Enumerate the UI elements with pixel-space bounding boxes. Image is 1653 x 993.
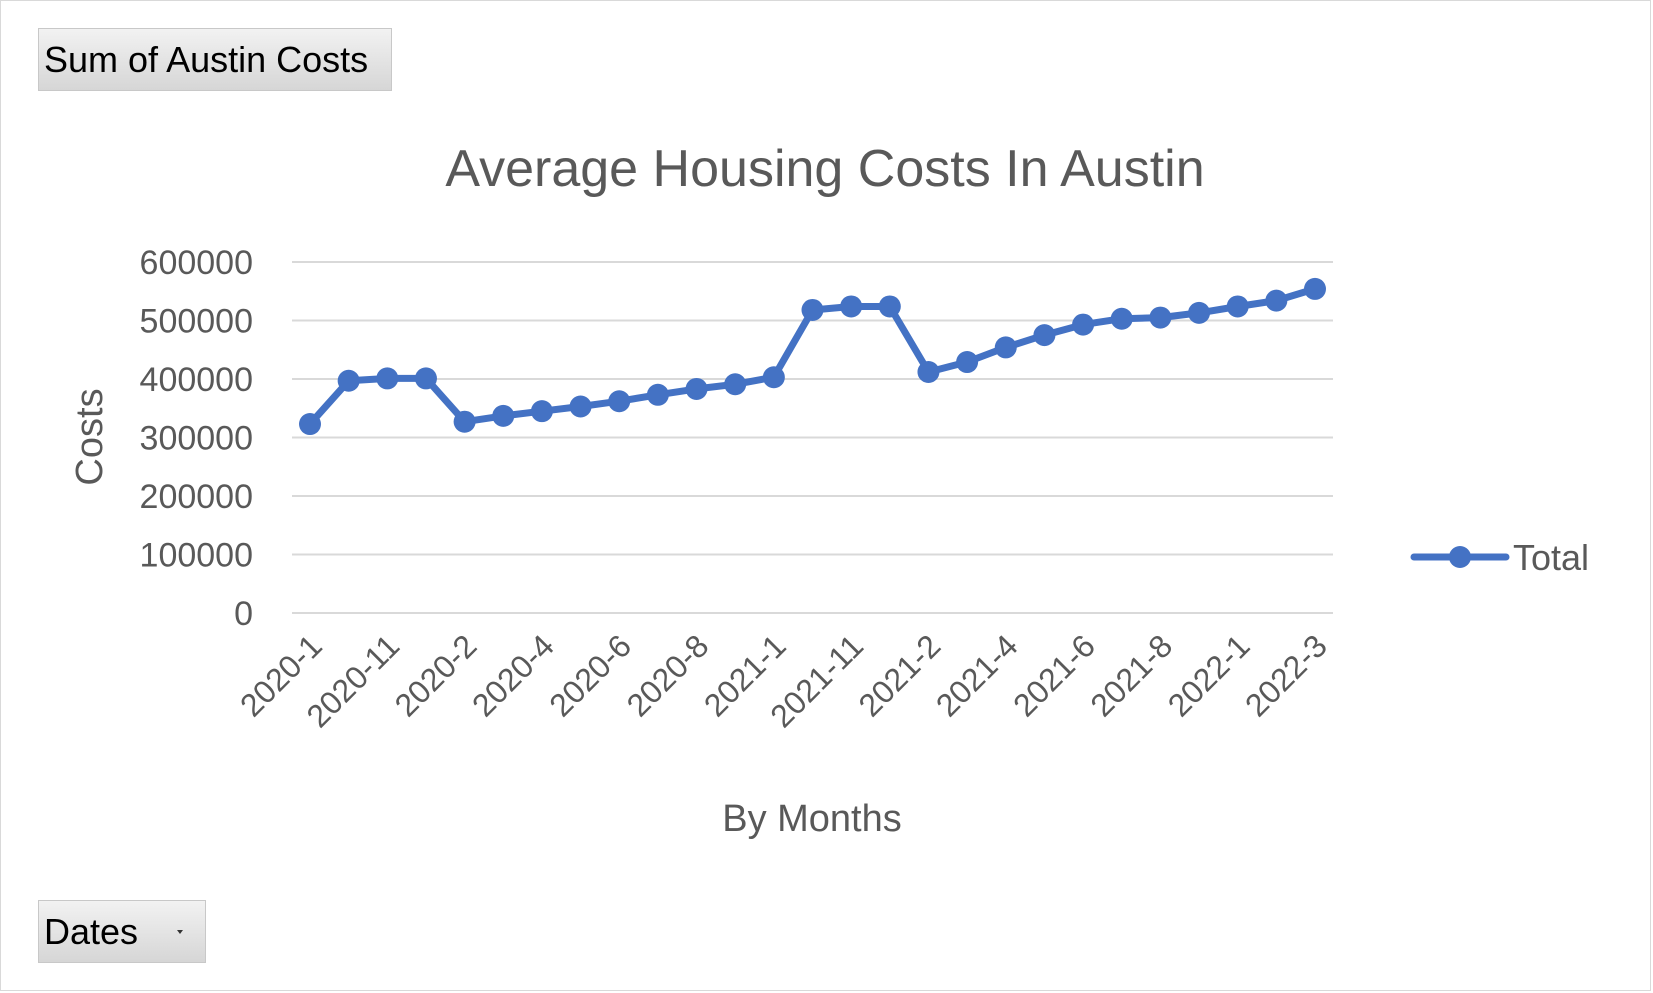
x-tick-label: 2020-2: [388, 627, 484, 723]
y-axis-label: Costs: [69, 388, 111, 485]
data-point: [1188, 301, 1211, 324]
y-tick-label: 600000: [140, 244, 253, 282]
chart-title: Average Housing Costs In Austin: [445, 140, 1204, 198]
data-point: [685, 377, 708, 400]
x-tick-label: 2021-6: [1006, 627, 1102, 723]
data-point: [762, 366, 785, 389]
y-tick-label: 500000: [140, 303, 253, 341]
data-point: [1304, 277, 1326, 300]
x-tick-label: 2021-2: [851, 627, 947, 723]
y-tick-label: 300000: [140, 420, 253, 458]
data-point: [569, 395, 592, 418]
x-axis-tick-labels: 2020-12020-112020-22020-42020-62020-8202…: [233, 627, 1334, 734]
data-point: [530, 400, 553, 423]
data-point: [492, 404, 515, 427]
y-tick-label: 200000: [140, 478, 253, 516]
data-point: [646, 383, 669, 406]
y-tick-label: 400000: [140, 361, 253, 399]
data-point: [801, 298, 824, 321]
data-point: [994, 336, 1017, 359]
data-point: [376, 367, 399, 390]
y-tick-label: 0: [234, 595, 253, 633]
data-point: [956, 351, 979, 374]
legend: Total: [1410, 537, 1589, 578]
data-point: [608, 390, 631, 413]
sum-of-austin-costs-field-button[interactable]: Sum of Austin Costs: [38, 28, 392, 91]
series-total: [299, 277, 1326, 436]
x-tick-label: 2020-4: [465, 627, 561, 723]
data-point: [1033, 324, 1056, 347]
x-tick-label: 2022-3: [1238, 627, 1334, 723]
data-point: [724, 373, 747, 396]
dropdown-arrow-icon[interactable]: [177, 930, 183, 934]
y-tick-label: 100000: [140, 537, 253, 575]
x-tick-label: 2022-1: [1161, 627, 1257, 723]
x-tick-label: 2020-8: [620, 627, 716, 723]
data-point: [1110, 307, 1133, 330]
legend-label: Total: [1513, 537, 1589, 578]
x-tick-label: 2021-8: [1083, 627, 1179, 723]
y-axis-tick-labels: 0 100000 200000 300000 400000 500000 600000: [140, 244, 253, 633]
data-point: [878, 295, 901, 318]
data-point: [453, 410, 476, 433]
x-axis-label: By Months: [722, 798, 902, 840]
x-tick-label: 2021-4: [929, 627, 1025, 723]
data-point: [840, 295, 863, 318]
dates-field-button[interactable]: Dates: [38, 900, 206, 963]
values-field-label: Sum of Austin Costs: [44, 38, 369, 80]
data-point: [1149, 306, 1172, 329]
data-point: [299, 413, 321, 436]
legend-marker: [1449, 546, 1471, 568]
axis-field-label: Dates: [44, 910, 139, 952]
data-point: [1072, 313, 1095, 336]
data-point: [1265, 289, 1288, 312]
x-tick-label: 2020-6: [542, 627, 638, 723]
data-point: [1226, 295, 1249, 318]
data-point: [337, 369, 360, 392]
data-point: [917, 360, 940, 383]
data-point: [414, 367, 437, 390]
